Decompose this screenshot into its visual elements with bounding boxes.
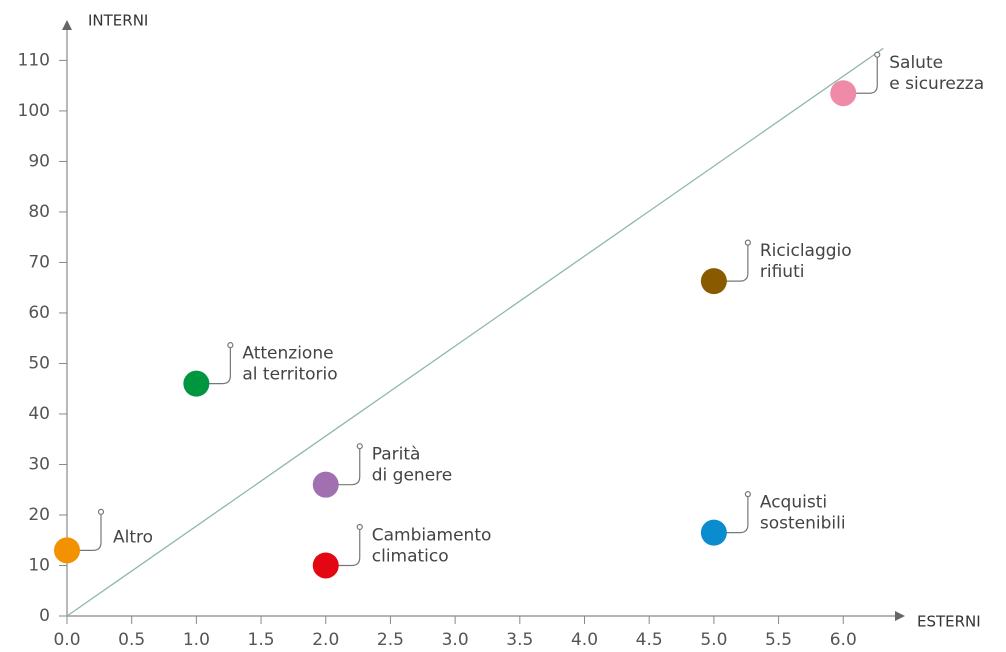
y-tick-label: 50 [28, 353, 50, 373]
x-tick-label: 5.0 [700, 630, 727, 650]
point-label: climatico [372, 546, 449, 566]
y-tick-label: 60 [28, 303, 50, 323]
x-tick-label: 1.5 [248, 630, 275, 650]
point-label: Altro [113, 527, 153, 547]
callout-dot [744, 491, 751, 498]
callout-dot [874, 51, 881, 58]
y-tick-label: 90 [28, 151, 50, 171]
y-tick-label: 0 [39, 606, 50, 626]
y-tick-label: 100 [18, 101, 50, 121]
x-axis-label: ESTERNI [917, 613, 981, 631]
callout-line [725, 496, 749, 534]
x-axis-arrow [895, 611, 905, 621]
point-label: Riciclaggio [760, 241, 852, 261]
y-tick-label: 10 [28, 555, 50, 575]
callout-dot [356, 523, 363, 531]
y-tick-label: 70 [28, 252, 50, 272]
point-label: Attenzione [242, 344, 333, 364]
x-tick-label: 2.0 [312, 630, 339, 650]
x-tick-label: 6.0 [830, 630, 857, 650]
point-label: al territorio [242, 365, 337, 385]
x-tick-label: 4.5 [636, 630, 663, 650]
callout-line [725, 245, 749, 282]
point [54, 537, 80, 564]
point-label: e sicurezza [889, 74, 984, 94]
x-tick-label: 1.0 [183, 630, 210, 650]
point [830, 80, 857, 107]
callout-dot [227, 342, 234, 349]
point-label: di genere [372, 466, 452, 486]
point-label: sostenibili [760, 514, 846, 534]
callout-line [337, 529, 361, 567]
callout-dot [97, 508, 105, 515]
y-tick-label: 20 [28, 505, 50, 525]
x-tick-label: 0.5 [118, 630, 145, 650]
callout-line [208, 347, 231, 385]
point-label: rifiuti [760, 262, 805, 282]
x-tick-label: 2.5 [377, 630, 404, 650]
callout-dot [744, 239, 751, 246]
y-tick-label: 30 [28, 454, 50, 474]
point-label: Acquisti [760, 493, 827, 513]
x-tick-label: 0.0 [53, 630, 80, 650]
y-axis-label: INTERNI [88, 12, 148, 30]
y-tick-label: 110 [18, 50, 50, 70]
point [312, 552, 339, 579]
y-axis-arrow [62, 20, 72, 30]
point [700, 268, 727, 295]
callout-dot [356, 443, 363, 450]
point-label: Parità [372, 445, 421, 465]
x-tick-label: 3.0 [442, 630, 469, 650]
x-tick-label: 5.5 [765, 630, 792, 650]
y-tick-label: 80 [28, 202, 50, 222]
x-tick-label: 4.0 [571, 630, 598, 650]
point [183, 370, 210, 397]
y-tick-label: 40 [28, 404, 50, 424]
callout-line [855, 57, 878, 94]
callout-line [79, 514, 102, 551]
trend-line [66, 47, 884, 617]
callout-line [337, 448, 361, 486]
x-tick-label: 3.5 [506, 630, 533, 650]
point-label: Cambiamento [372, 525, 492, 545]
point-label: Salute [889, 53, 943, 73]
point [312, 471, 339, 498]
point [700, 519, 727, 546]
